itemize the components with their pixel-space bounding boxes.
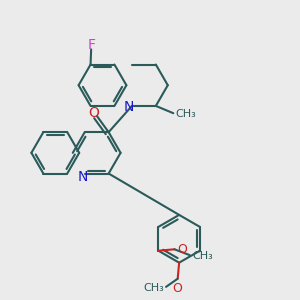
Text: CH₃: CH₃ [192, 251, 213, 261]
Text: N: N [77, 170, 88, 184]
Text: O: O [177, 243, 187, 256]
Text: F: F [87, 38, 95, 52]
Text: N: N [123, 100, 134, 114]
Text: CH₃: CH₃ [143, 283, 164, 293]
Text: O: O [88, 106, 100, 120]
Text: O: O [173, 282, 183, 295]
Text: CH₃: CH₃ [176, 110, 197, 119]
